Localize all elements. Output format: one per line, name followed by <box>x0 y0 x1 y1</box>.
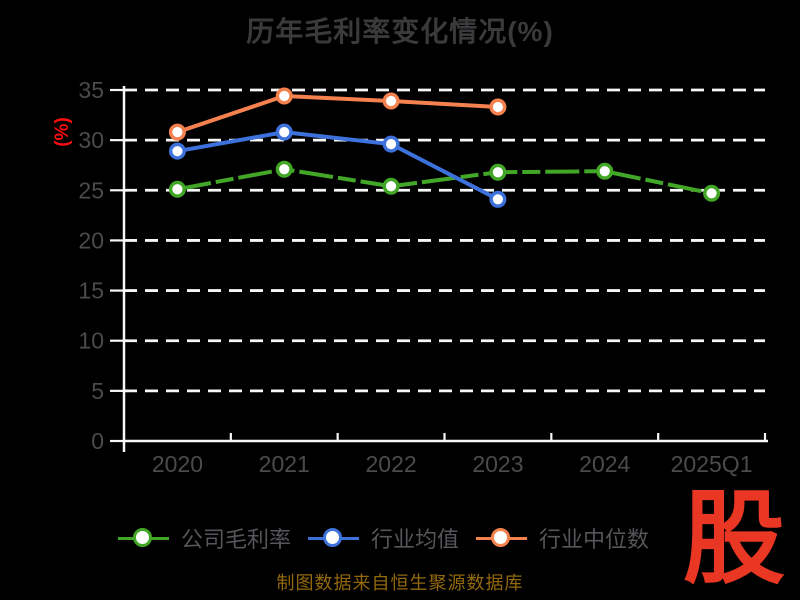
legend-dot-swatch <box>133 527 152 547</box>
brand-logo: 股 <box>683 482 785 596</box>
data-point-marker <box>382 135 400 153</box>
y-tick-label: 30 <box>78 127 104 153</box>
legend: 公司毛利率 行业均值 行业中位数 <box>118 521 649 555</box>
series-line-公司毛利率 <box>177 167 712 196</box>
data-point-marker <box>703 184 721 202</box>
data-point-marker <box>489 163 507 181</box>
data-point-marker <box>275 160 293 178</box>
legend-label: 行业中位数 <box>539 527 650 552</box>
x-tick-label: 2025Q1 <box>671 451 753 477</box>
series-line-行业中位数 <box>176 94 499 135</box>
y-tick-label: 0 <box>91 428 104 454</box>
data-point-marker <box>275 123 293 141</box>
data-point-marker <box>489 190 507 208</box>
legend-label: 行业均值 <box>371 527 460 552</box>
series-line-行业均值 <box>177 130 499 202</box>
source-caption: 制图数据来自恒生聚源数据库 <box>276 573 524 593</box>
legend-marker-line-dot-icon <box>118 527 169 549</box>
data-point-marker <box>489 98 507 116</box>
x-tick-label: 2024 <box>579 451 630 477</box>
x-tick-label: 2021 <box>259 451 310 477</box>
legend-marker-line-dot-icon <box>476 527 528 549</box>
data-point-marker <box>382 92 400 110</box>
legend-label: 公司毛利率 <box>181 527 292 552</box>
y-tick-label: 15 <box>78 278 104 304</box>
y-tick-label: 10 <box>78 328 104 354</box>
data-point-marker <box>596 162 614 180</box>
x-tick-label: 2020 <box>152 451 203 477</box>
x-tick-label: 2023 <box>472 451 523 477</box>
data-point-marker <box>382 177 400 195</box>
x-tick-label: 2022 <box>365 451 416 477</box>
y-tick-label: 5 <box>91 378 104 404</box>
chart-title: 历年毛利率变化情况(%) <box>246 16 554 47</box>
data-point-marker <box>168 142 186 160</box>
legend-item-company-gross-margin: 公司毛利率 <box>118 522 291 554</box>
legend-dot-swatch <box>491 527 511 547</box>
legend-item-industry-mean: 行业均值 <box>308 522 459 554</box>
data-point-marker <box>168 180 186 198</box>
legend-item-industry-median: 行业中位数 <box>476 522 649 554</box>
y-tick-label: 20 <box>78 227 104 253</box>
legend-marker-line-dot-icon <box>308 527 360 549</box>
data-point-marker <box>275 87 293 105</box>
data-point-marker <box>168 123 186 141</box>
legend-dot-swatch <box>323 527 343 547</box>
y-tick-label: 35 <box>78 77 104 103</box>
y-tick-label: 25 <box>78 177 104 203</box>
